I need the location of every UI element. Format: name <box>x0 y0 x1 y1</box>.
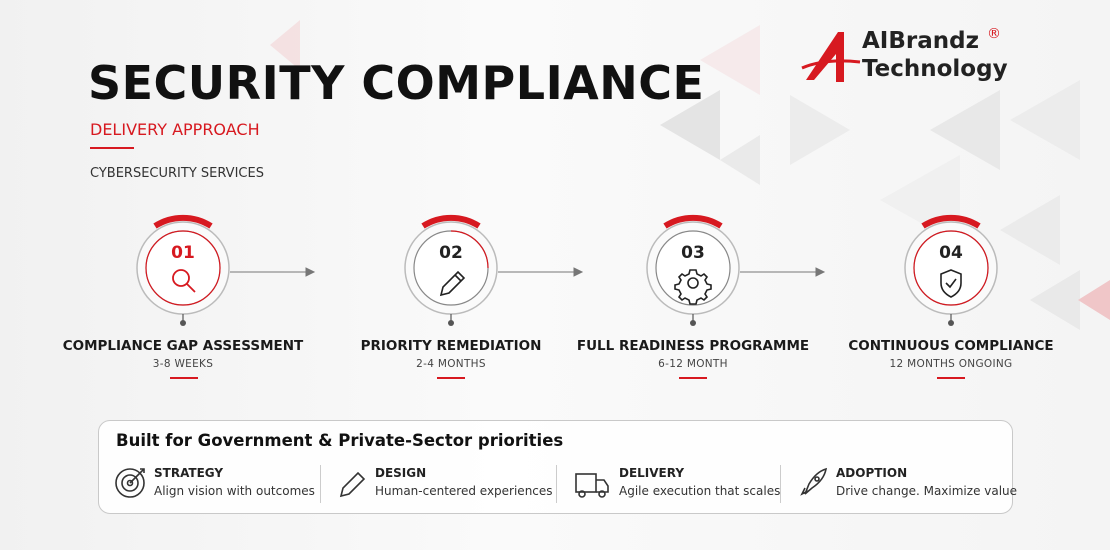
tagline: CYBERSECURITY SERVICES <box>90 166 264 181</box>
priority-title: DELIVERY <box>619 466 685 480</box>
priority-text: Align vision with outcomes <box>154 484 315 498</box>
priority-text: Agile execution that scales <box>619 484 781 498</box>
priority-text: Human-centered experiences <box>375 484 553 498</box>
step-duration: 12 MONTHS ONGOING <box>889 358 1013 370</box>
logo-text: AIBrandz <box>862 28 979 54</box>
divider <box>320 465 321 503</box>
step-title: FULL READINESS PROGRAMME <box>576 338 810 354</box>
step-number: 03 <box>681 243 705 263</box>
step-number: 02 <box>439 243 463 263</box>
divider <box>780 465 781 503</box>
step-number: 01 <box>171 243 195 263</box>
logo-text: Technology <box>862 56 1008 82</box>
step-duration: 3-8 WEEKS <box>152 358 214 370</box>
priority-text: Drive change. Maximize value <box>836 484 1018 498</box>
divider <box>556 465 557 503</box>
step-duration: 6-12 MONTH <box>658 358 728 370</box>
priorities-panel <box>98 420 1013 514</box>
step-title: COMPLIANCE GAP ASSESSMENT <box>62 338 304 354</box>
priority-icons <box>115 467 828 498</box>
logo-registered: ® <box>987 26 1001 42</box>
logo-mark <box>801 32 861 82</box>
priority-title: DESIGN <box>375 466 427 480</box>
step-title: CONTINUOUS COMPLIANCE <box>848 338 1054 354</box>
priority-title: ADOPTION <box>836 466 908 480</box>
steps-graphic <box>0 0 1110 379</box>
underline <box>90 147 134 149</box>
priority-title: STRATEGY <box>154 466 224 480</box>
title: SECURITY COMPLIANCE <box>88 56 705 110</box>
step-number: 04 <box>939 243 963 263</box>
priorities-title: Built for Government & Private-Sector pr… <box>116 431 564 450</box>
step-duration: 2-4 MONTHS <box>416 358 486 370</box>
subtitle: DELIVERY APPROACH <box>90 120 260 139</box>
step-title: PRIORITY REMEDIATION <box>360 338 542 354</box>
